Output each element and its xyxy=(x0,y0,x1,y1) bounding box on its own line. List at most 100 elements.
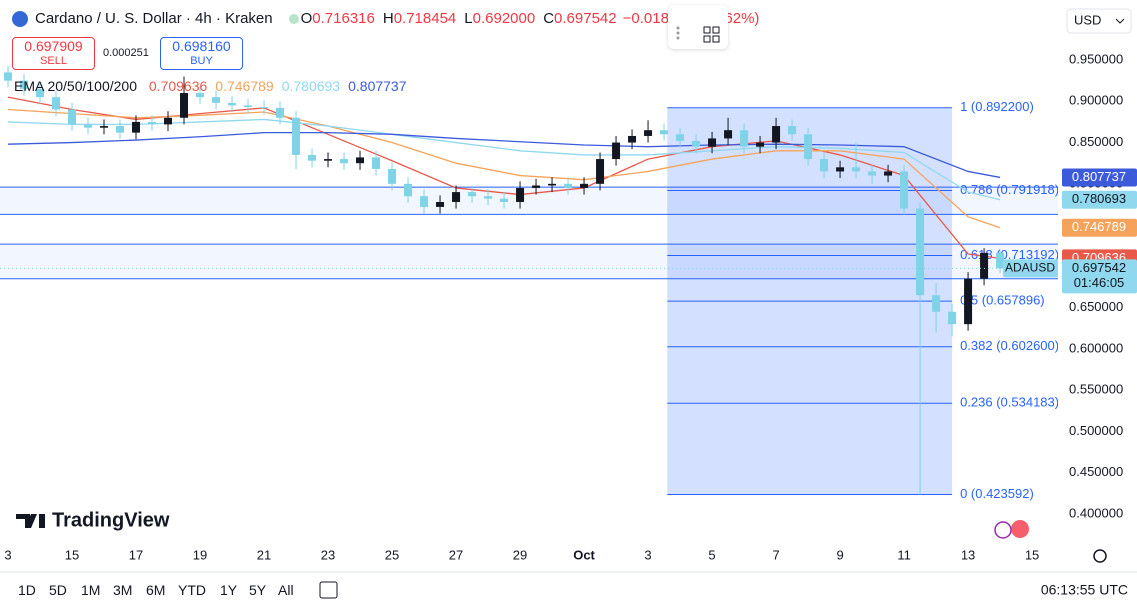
ohlc-value: 0.697542 xyxy=(554,10,617,27)
zone xyxy=(0,244,1058,279)
candle-body xyxy=(68,109,77,125)
y-tick-label: 0.900000 xyxy=(1069,93,1123,108)
candle-body xyxy=(548,183,557,186)
chevron xyxy=(1115,18,1125,24)
symbol-label: ADAUSD xyxy=(1005,261,1055,275)
candle-body xyxy=(660,130,669,135)
candle-body xyxy=(948,311,957,325)
candle-body xyxy=(484,196,493,199)
icon[interactable] xyxy=(1011,520,1029,538)
y-tick-label: 0.450000 xyxy=(1069,464,1123,479)
candle-body xyxy=(692,140,701,147)
timeframe-button[interactable]: All xyxy=(278,582,294,598)
candle-body xyxy=(836,167,845,172)
candle-body xyxy=(132,121,141,133)
x-tick-label: 15 xyxy=(65,547,79,562)
y-tick-label: 0.950000 xyxy=(1069,51,1123,66)
fib-label: 0.382 (0.602600) xyxy=(960,338,1059,353)
candle-body xyxy=(564,183,573,188)
ema-price-label: 0.746789 xyxy=(1072,219,1126,234)
candle-body xyxy=(260,107,269,109)
timeframe-button[interactable]: 6M xyxy=(146,582,166,598)
candle-body xyxy=(324,159,333,161)
ema-line xyxy=(7,108,1001,229)
candle-body xyxy=(804,134,813,160)
timeframe-button[interactable]: 3M xyxy=(113,582,133,598)
x-tick-label: 3 xyxy=(644,547,651,562)
ema-price-label: 0.780693 xyxy=(1072,191,1126,206)
ohlc-value: 0.718454 xyxy=(393,10,457,27)
timeframe-button[interactable]: 1M xyxy=(81,582,101,598)
calendar-icon[interactable] xyxy=(319,581,338,599)
candle-body xyxy=(884,171,893,176)
candle-body xyxy=(180,93,189,118)
sell-price: 0.697909 xyxy=(24,38,83,54)
ohlc: O0.716316 H0.718454 L0.692000 C0.697542 xyxy=(301,10,617,27)
candle-body xyxy=(244,105,253,108)
symbol-icon xyxy=(12,10,28,27)
candle-body xyxy=(916,208,925,296)
timeframe-button[interactable]: YTD xyxy=(178,582,206,598)
x-tick-label: 29 xyxy=(513,547,527,562)
candle-body xyxy=(388,168,397,184)
candle-body xyxy=(820,159,829,172)
candle-body xyxy=(420,196,429,207)
status-dot xyxy=(288,13,299,24)
timeframe-button[interactable]: 1Y xyxy=(220,582,238,598)
x-tick-label: 23 xyxy=(321,547,335,562)
ema-value: 0.746789 xyxy=(215,78,274,94)
ema-price-box xyxy=(1062,190,1137,209)
currency-select[interactable] xyxy=(1066,8,1132,34)
timeframe-button[interactable]: 1D xyxy=(18,582,36,598)
timeframe-button[interactable]: 5Y xyxy=(249,582,267,598)
ohlc-key: O xyxy=(300,10,313,27)
ohlc-key: H xyxy=(382,10,394,27)
ema-value: 0.709636 xyxy=(148,78,208,94)
candle-body xyxy=(468,192,477,197)
fib-label: 0.5 (0.657896) xyxy=(960,293,1045,308)
candle-body xyxy=(52,97,61,110)
candle-body xyxy=(788,126,797,135)
candle-body xyxy=(84,124,93,128)
x-tick-label: Oct xyxy=(573,547,595,562)
icon[interactable] xyxy=(994,521,1012,539)
watermark-text: TradingView xyxy=(52,509,170,531)
candle-body xyxy=(372,157,381,169)
candle-body xyxy=(628,135,637,143)
symbol-box xyxy=(1003,259,1058,278)
x-tick-label: 5 xyxy=(708,547,715,562)
floating-toolbar[interactable] xyxy=(668,5,728,49)
ema-value: 0.780693 xyxy=(281,78,341,94)
ema-price-box xyxy=(1062,168,1137,187)
y-tick-label: 0.400000 xyxy=(1069,505,1123,520)
zone xyxy=(0,187,1058,215)
candle-body xyxy=(996,252,1005,269)
ohlc-key: C xyxy=(543,10,555,27)
clock: 06:13:55 UTC xyxy=(1041,582,1128,598)
ema-price-label: 0.807737 xyxy=(1072,169,1126,184)
candle-body xyxy=(452,192,461,202)
candle-body xyxy=(932,295,941,312)
candle-body xyxy=(772,126,781,143)
fib-label: 1 (0.892200) xyxy=(960,99,1034,114)
candle-body xyxy=(532,185,541,188)
sell-button[interactable]: 0.697909 SELL xyxy=(12,37,95,70)
candle-body xyxy=(20,80,29,89)
candle-body xyxy=(708,138,717,147)
timeframe-button[interactable]: 5D xyxy=(49,582,67,598)
x-tick-label: 15 xyxy=(1025,547,1039,562)
y-tick-label: 0.600000 xyxy=(1069,340,1123,355)
legend-header: Cardano / U. S. Dollar · 4h · Kraken O0.… xyxy=(12,10,759,27)
candle-body xyxy=(196,93,205,98)
buy-button[interactable]: 0.698160 BUY xyxy=(160,37,243,70)
settings-icon[interactable] xyxy=(1093,549,1107,563)
price-box xyxy=(1062,259,1137,294)
x-tick-label: 19 xyxy=(193,547,207,562)
candle-body xyxy=(724,130,733,139)
buy-price: 0.698160 xyxy=(172,38,231,54)
fib-label: 0 (0.423592) xyxy=(960,486,1034,501)
ohlc-value: 0.716316 xyxy=(312,10,375,27)
candle-body xyxy=(756,142,765,147)
candle-body xyxy=(964,278,973,325)
